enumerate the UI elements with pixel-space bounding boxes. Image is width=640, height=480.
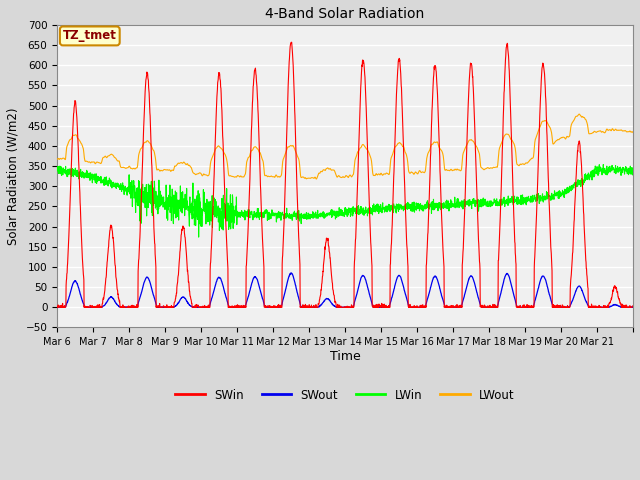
- Text: TZ_tmet: TZ_tmet: [63, 29, 116, 42]
- X-axis label: Time: Time: [330, 350, 360, 363]
- Y-axis label: Solar Radiation (W/m2): Solar Radiation (W/m2): [7, 108, 20, 245]
- Title: 4-Band Solar Radiation: 4-Band Solar Radiation: [266, 7, 425, 21]
- Legend: SWin, SWout, LWin, LWout: SWin, SWout, LWin, LWout: [171, 384, 520, 406]
